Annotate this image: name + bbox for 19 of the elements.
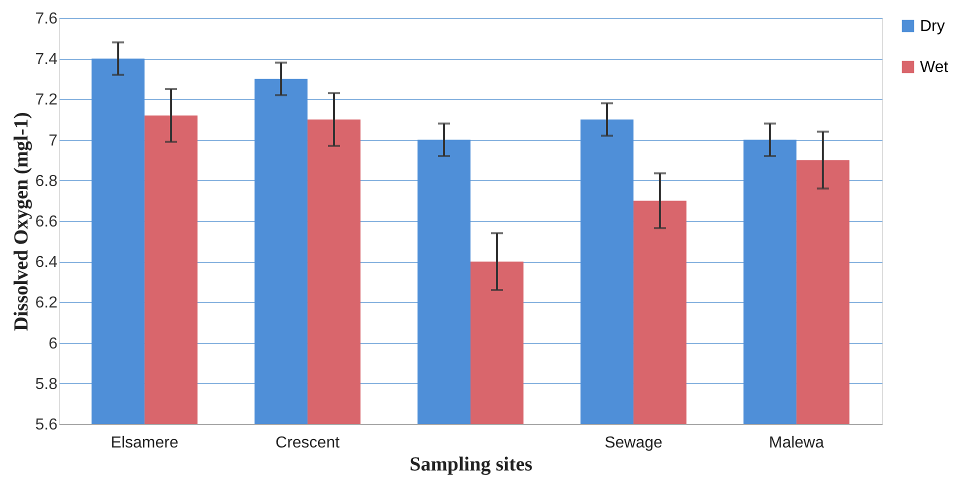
y-tick-label: 5.6 <box>35 416 58 434</box>
x-tick-label: Malewa <box>768 434 824 452</box>
x-tick-label: Elsamere <box>110 434 178 452</box>
y-axis-title: Dissolved Oxygen (mgl-1) <box>10 112 32 331</box>
legend-label: Wet <box>920 59 949 76</box>
x-axis-title: Sampling sites <box>410 454 533 476</box>
y-tick-label: 7.6 <box>35 10 58 28</box>
y-tick-label: 7.2 <box>35 92 58 109</box>
legend-label: Dry <box>920 18 945 35</box>
y-tick-label: 6.6 <box>35 214 58 230</box>
x-tick-label: Crescent <box>276 434 340 452</box>
y-tick-label: 6 <box>48 335 58 352</box>
y-tick-label: 7 <box>48 132 58 150</box>
y-tick-label: 6.8 <box>35 172 58 190</box>
y-tick-label: 6.4 <box>35 254 58 272</box>
y-tick-label: 7.4 <box>35 51 58 68</box>
x-tick-label: Sewage <box>604 434 662 452</box>
y-tick-label: 5.8 <box>35 376 58 393</box>
y-tick-label: 6.2 <box>35 294 58 312</box>
